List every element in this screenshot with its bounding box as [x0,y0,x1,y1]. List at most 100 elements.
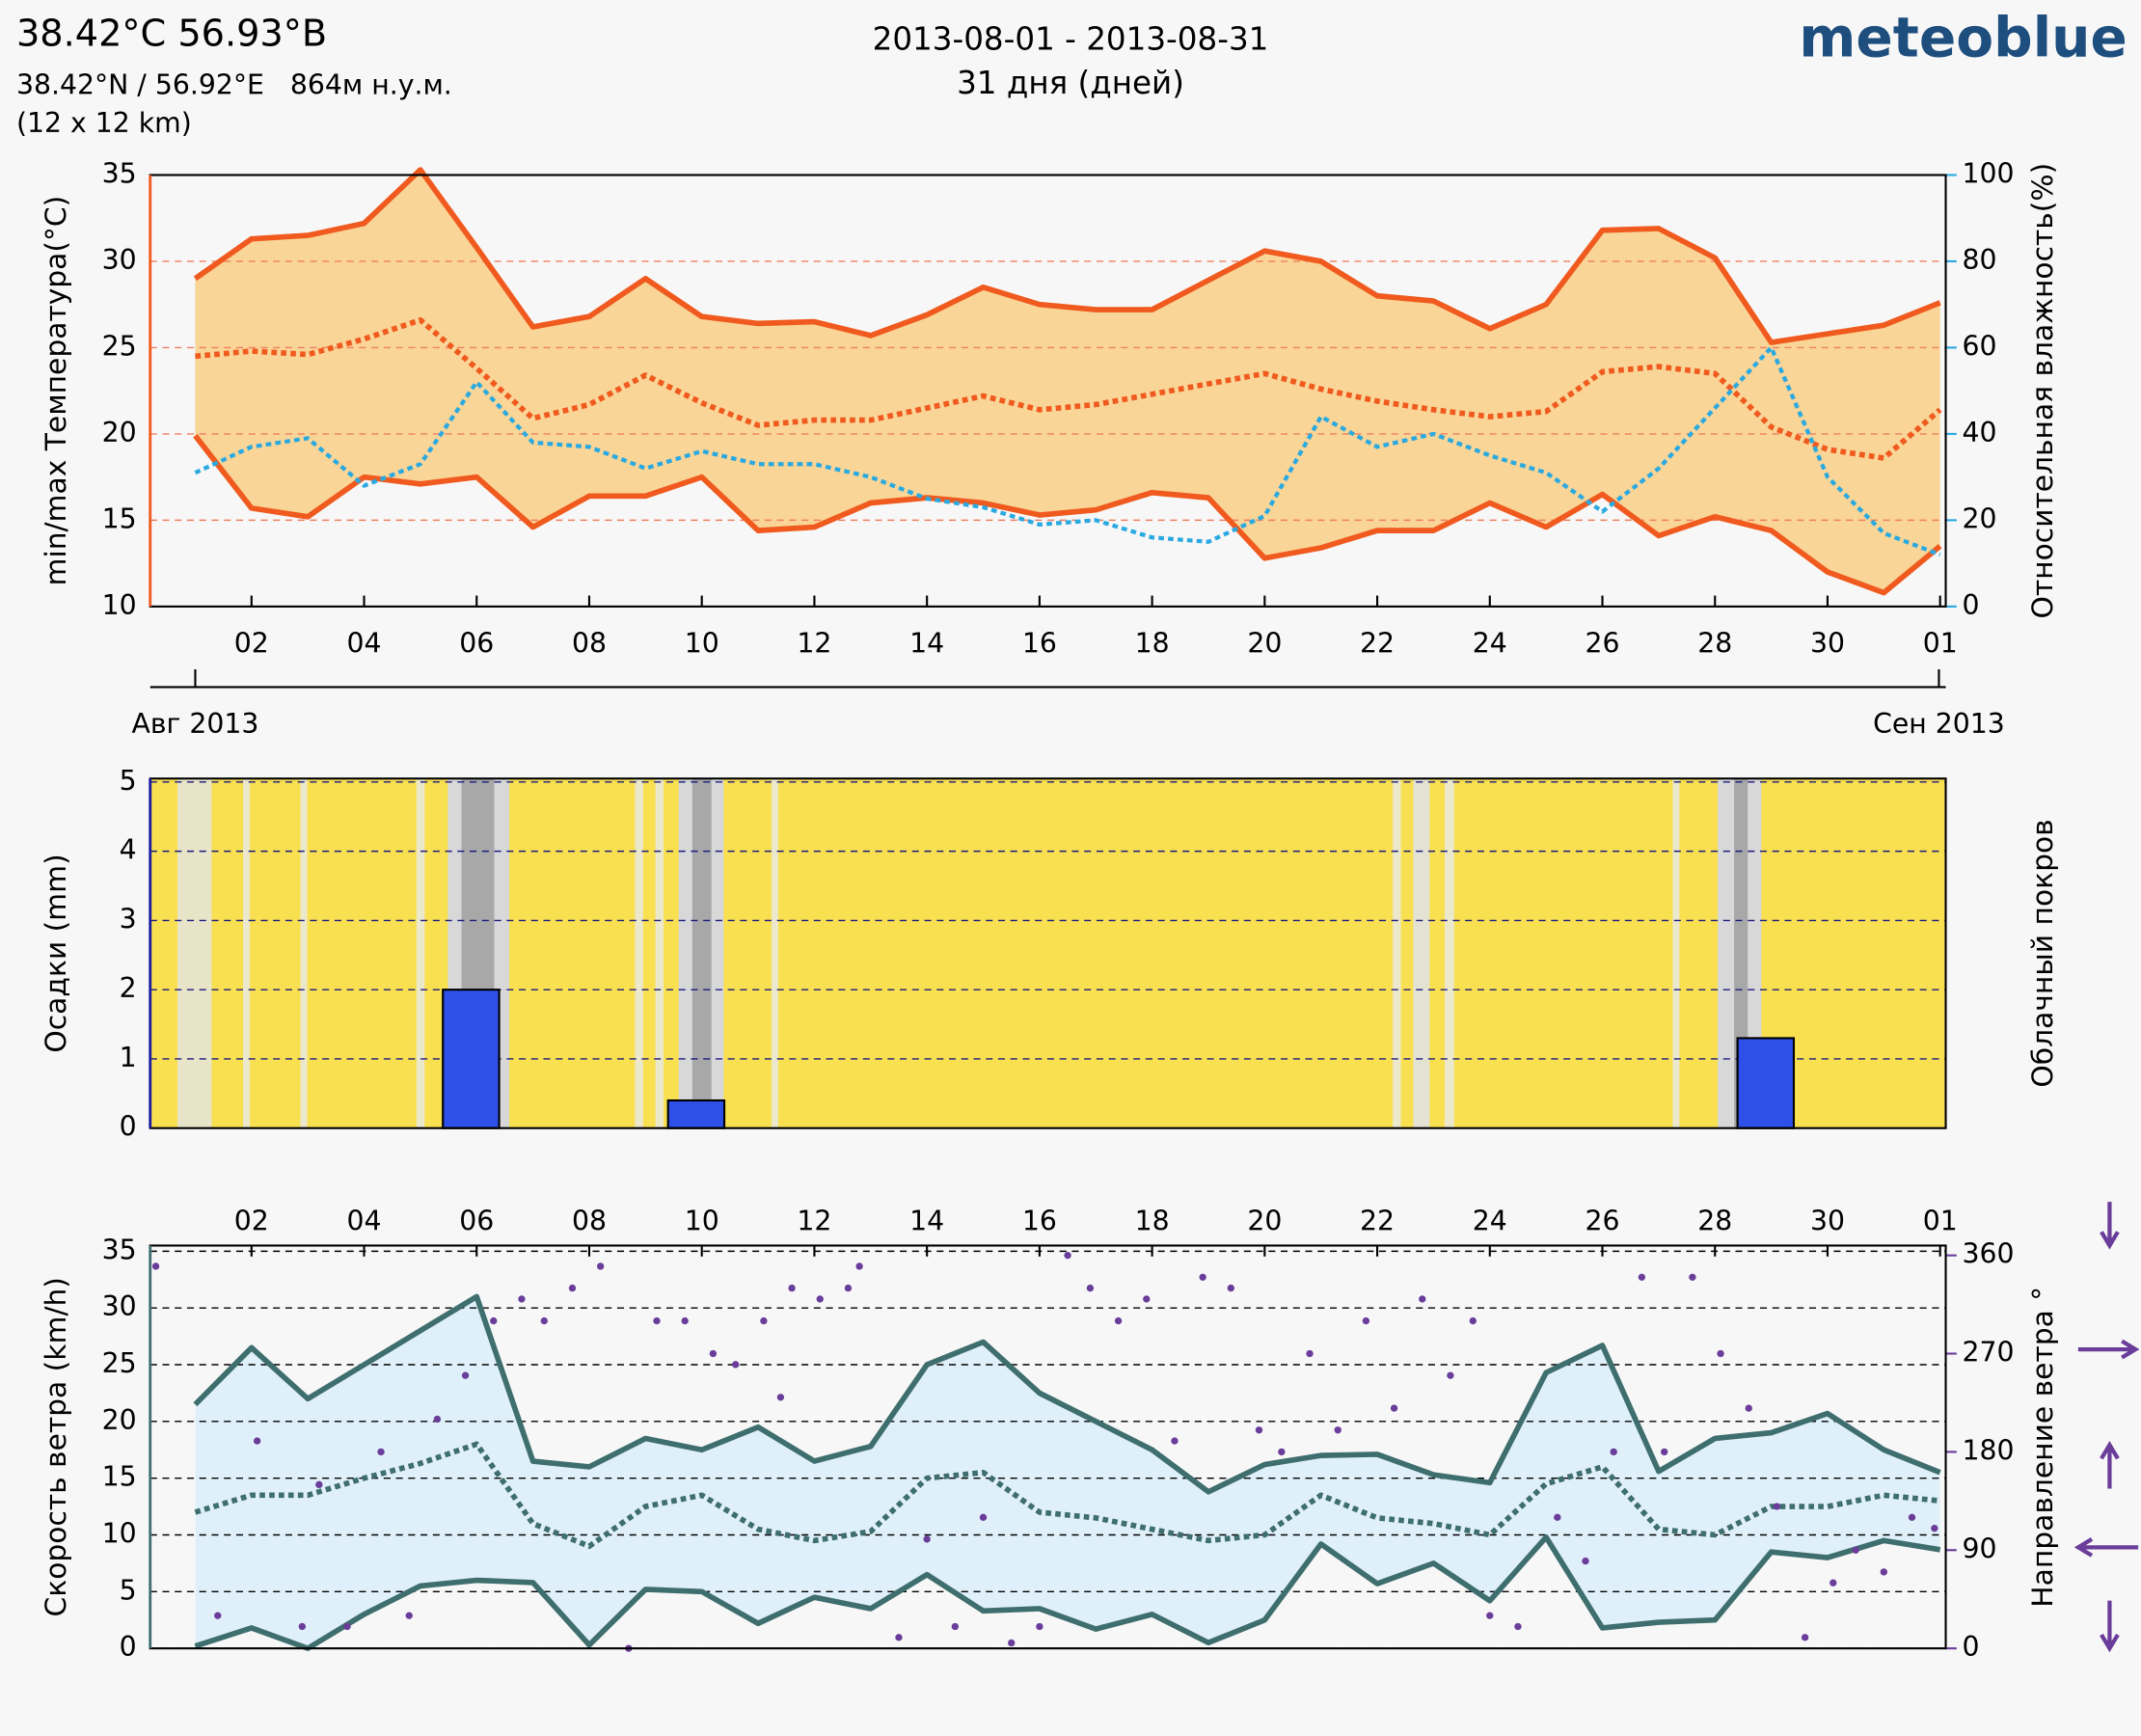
x-tick-label: 01 [1923,628,1958,660]
direction-point [1419,1295,1426,1303]
direction-point [1447,1371,1454,1379]
direction-point [405,1612,413,1619]
direction-point [1773,1503,1781,1510]
x-tick-label: 16 [1022,628,1057,660]
arrow-east [2077,1339,2140,1360]
x-tick-label: 18 [1135,1205,1170,1236]
direction-point [653,1316,661,1325]
direction-point [315,1480,323,1489]
direction-point [951,1622,960,1631]
y-tick-label: 1 [120,1042,137,1073]
y-tick-label: 20 [102,417,137,448]
y-axis-label: Скорость ветра (km/h) [40,1277,73,1616]
wind-arrows [2073,1202,2140,1653]
direction-point [214,1612,222,1619]
y-axis-label: Осадки (mm) [40,854,73,1052]
x-tick-label: 26 [1585,628,1620,660]
x-tick-label: 24 [1473,1205,1507,1236]
x-tick-label: 04 [347,1205,382,1236]
direction-point [855,1262,863,1270]
direction-point [151,1262,160,1270]
direction-point [596,1262,605,1270]
direction-point [1931,1524,1938,1533]
y2-tick-label: 270 [1963,1337,2015,1369]
resolution: (12 x 12 km) [16,107,192,139]
cloud-stripe [691,778,712,1128]
y-axis-label: min/max Температура(°C) [40,196,73,586]
cloud-stripe [1672,778,1680,1128]
y2-tick-label: 40 [1963,417,1997,448]
x-tick-label: 14 [909,628,944,660]
y2-tick-label: 360 [1963,1238,2015,1270]
direction-point [844,1284,853,1292]
direction-point [1086,1284,1095,1292]
direction-point [788,1284,796,1292]
direction-point [1852,1546,1859,1554]
direction-point [518,1295,526,1303]
cloud-stripe [655,778,664,1128]
y-tick-label: 4 [120,834,137,866]
direction-point [1554,1513,1561,1521]
x-tick-label: 16 [1022,1205,1057,1236]
direction-point [1717,1349,1724,1358]
direction-point [1064,1251,1071,1260]
series-line [193,167,1941,345]
cloud-stripe [177,778,212,1128]
direction-point [1829,1579,1837,1587]
direction-point [681,1316,689,1325]
arrow-north [2100,1441,2120,1489]
bar [666,1099,726,1129]
x-tick-label: 12 [797,1205,831,1236]
cloud-stripe [243,778,251,1128]
direction-point [1390,1404,1398,1412]
x-tick-label: 10 [685,1205,719,1236]
direction-point [461,1371,470,1379]
x-tick-label: 14 [909,1205,944,1236]
y-tick-label: 35 [102,1234,137,1265]
direction-point [816,1295,824,1303]
x-tick-label: 24 [1473,628,1507,660]
y2-axis-label: Облачный покров [2026,819,2060,1087]
bar [442,989,501,1129]
y-tick-label: 5 [120,1574,137,1606]
x-tick-label: 22 [1360,628,1395,660]
direction-point [1745,1404,1752,1412]
x-tick-label: 12 [797,628,831,660]
x-tick-label: 10 [685,628,719,660]
series-line [195,316,1942,461]
x-tick-label: 30 [1810,1205,1845,1236]
y-tick-label: 10 [102,589,137,621]
y2-axis-label: Направление ветра ° [2026,1287,2060,1608]
x-tick-label: 06 [459,628,494,660]
month-label: Авг 2013 [132,708,259,740]
direction-point [1908,1513,1916,1521]
y-tick-label: 0 [120,1111,137,1143]
direction-point [1255,1426,1263,1434]
logo: meteoblue [1799,6,2127,69]
y-tick-label: 25 [102,330,137,362]
days: 31 дня (дней) [957,65,1184,101]
direction-point [490,1316,498,1325]
series-line [193,1293,1941,1495]
arrow-south [2100,1202,2120,1250]
direction-point [1008,1639,1016,1647]
direction-point [732,1361,740,1369]
range-fill [195,1296,1940,1649]
direction-point [1199,1273,1206,1281]
direction-point [298,1622,307,1631]
direction-point [1227,1284,1235,1292]
y-tick-label: 25 [102,1347,137,1379]
direction-point [1278,1448,1286,1456]
direction-point [1638,1273,1646,1281]
direction-point [1514,1622,1522,1631]
x-tick-label: 18 [1135,628,1170,660]
x-tick-label: 30 [1810,628,1845,660]
bar [1736,1037,1796,1129]
series-line [194,1534,1941,1651]
y-tick-label: 10 [102,1517,137,1549]
cloud-stripe [300,778,308,1128]
y2-tick-label: 60 [1963,330,1997,362]
direction-point [433,1415,442,1424]
